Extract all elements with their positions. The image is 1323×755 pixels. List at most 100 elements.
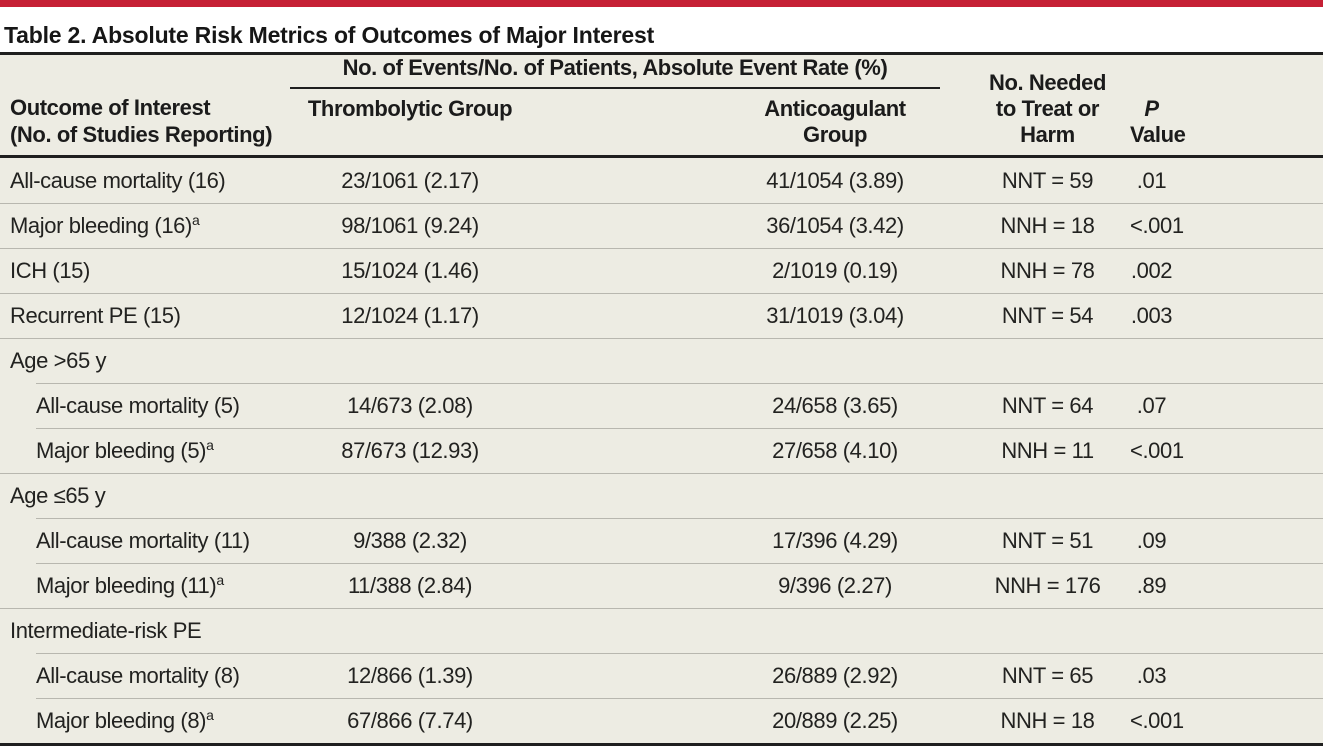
thrombolytic-group-header: Thrombolytic Group [307,96,513,121]
outcome-cell: Intermediate-risk PE [0,618,290,644]
nnt-cell: NNT = 54 [1001,302,1094,328]
p-value-cell: <.001 [1130,437,1184,463]
outcome-cell: All-cause mortality (11) [0,528,290,554]
p-value-column-header: P Value [1130,96,1323,156]
outcome-label: Recurrent PE (15) [10,302,181,328]
anticoagulant-group-header: Anticoagulant Group [764,96,906,147]
table-row: Major bleeding (11)a 11/388 (2.84) 9/396… [0,563,1323,608]
nnt-cell: NNH = 176 [994,572,1101,598]
footnote-marker: a [206,436,214,453]
outcome-cell: Major bleeding (5)a [0,436,290,464]
outcome-cell: Age ≤65 y [0,483,290,509]
outcome-header-line2: (No. of Studies Reporting) [10,122,273,147]
outcome-header-line1: Outcome of Interest [10,95,211,120]
thrombolytic-cell: 14/673 (2.08) [347,392,473,418]
outcome-label: Age >65 y [10,347,107,373]
p-value-cell: .09 [1136,527,1167,553]
anticoagulant-cell: 9/396 (2.27) [778,572,892,598]
p-value-cell: .89 [1136,572,1167,598]
table-header: Outcome of Interest (No. of Studies Repo… [0,55,1323,158]
outcome-cell: Age >65 y [0,348,290,374]
table-row: Major bleeding (16)a 98/1061 (9.24) 36/1… [0,203,1323,248]
table-row: Age ≤65 y [0,473,1323,518]
footnote-marker: a [216,571,224,588]
table-row: All-cause mortality (16) 23/1061 (2.17) … [0,158,1323,203]
nnt-cell: NNH = 18 [1000,212,1095,238]
outcomes-table: Outcome of Interest (No. of Studies Repo… [0,52,1323,746]
nnt-cell: NNH = 11 [1001,437,1094,463]
table-row: Recurrent PE (15) 12/1024 (1.17) 31/1019… [0,293,1323,338]
table-row: ICH (15) 15/1024 (1.46) 2/1019 (0.19) NN… [0,248,1323,293]
p-value-cell: .01 [1136,167,1167,193]
events-spanner-header: No. of Events/No. of Patients, Absolute … [290,55,940,156]
anticoagulant-cell: 20/889 (2.25) [772,707,898,733]
outcome-cell: Major bleeding (11)a [0,571,290,599]
nnt-header-line1: No. Needed [988,70,1107,95]
outcome-label: Major bleeding (16) [10,212,192,238]
nnt-cell: NNT = 64 [1001,392,1094,418]
nnt-column-header: No. Needed to Treat or Harm [940,70,1130,156]
p-value-cell: .003 [1130,302,1173,328]
thrombolytic-cell: 98/1061 (9.24) [341,212,479,238]
outcome-label: Major bleeding (11) [36,572,217,598]
outcome-cell: All-cause mortality (8) [0,663,290,689]
thrombolytic-cell: 87/673 (12.93) [341,437,479,463]
p-rest: Value [1130,122,1186,147]
outcome-label: ICH (15) [10,257,90,283]
outcome-label: All-cause mortality (5) [36,392,240,418]
table-body: All-cause mortality (16) 23/1061 (2.17) … [0,158,1323,746]
footnote-marker: a [206,706,214,723]
anticoagulant-cell: 27/658 (4.10) [772,437,898,463]
nnt-cell: NNT = 51 [1001,527,1094,553]
thrombolytic-cell: 67/866 (7.74) [347,707,473,733]
outcome-label: All-cause mortality (11) [36,527,250,553]
p-value-cell: .07 [1136,392,1167,418]
table-row: All-cause mortality (8) 12/866 (1.39) 26… [0,653,1323,698]
table-row: Major bleeding (5)a 87/673 (12.93) 27/65… [0,428,1323,473]
nnt-header-line2: to Treat or [995,96,1100,121]
anticoagulant-cell: 41/1054 (3.89) [766,167,904,193]
outcome-cell: ICH (15) [0,258,290,284]
anticoagulant-cell: 26/889 (2.92) [772,662,898,688]
table-row: All-cause mortality (11) 9/388 (2.32) 17… [0,518,1323,563]
outcome-cell: Major bleeding (8)a [0,706,290,734]
outcome-label: Major bleeding (8) [36,707,207,733]
outcome-label: Age ≤65 y [10,482,106,508]
p-italic: P [1144,96,1159,121]
nnt-cell: NNH = 18 [1000,707,1095,733]
p-value-cell: .002 [1130,257,1173,283]
table-row: Age >65 y [0,338,1323,383]
nnt-cell: NNT = 59 [1001,167,1094,193]
table-row: Major bleeding (8)a 67/866 (7.74) 20/889… [0,698,1323,743]
thrombolytic-cell: 15/1024 (1.46) [341,257,479,283]
p-value-cell: .03 [1136,662,1167,688]
thrombolytic-cell: 9/388 (2.32) [353,527,467,553]
table-title: Table 2. Absolute Risk Metrics of Outcom… [4,22,655,48]
p-value-cell: <.001 [1130,707,1184,733]
p-value-cell: <.001 [1130,212,1184,238]
outcome-cell: All-cause mortality (16) [0,168,290,194]
table-row: All-cause mortality (5) 14/673 (2.08) 24… [0,383,1323,428]
anticoagulant-cell: 36/1054 (3.42) [766,212,904,238]
table-row: Intermediate-risk PE [0,608,1323,653]
anticoagulant-cell: 17/396 (4.29) [772,527,898,553]
outcome-label: Intermediate-risk PE [10,617,202,643]
outcome-column-header: Outcome of Interest (No. of Studies Repo… [0,94,290,156]
outcome-label: All-cause mortality (8) [36,662,240,688]
nnt-cell: NNT = 65 [1001,662,1094,688]
anticoagulant-cell: 24/658 (3.65) [772,392,898,418]
spanner-rule [290,87,940,89]
events-spanner-label: No. of Events/No. of Patients, Absolute … [342,55,888,80]
outcome-cell: All-cause mortality (5) [0,393,290,419]
outcome-cell: Recurrent PE (15) [0,303,290,329]
thrombolytic-cell: 12/1024 (1.17) [341,302,479,328]
footnote-marker: a [191,211,200,228]
anticoagulant-cell: 2/1019 (0.19) [772,257,898,283]
thrombolytic-cell: 11/388 (2.84) [347,572,473,598]
outcome-label: Major bleeding (5) [36,437,207,463]
group-headers: Thrombolytic Group Anticoagulant Group [290,89,940,156]
thrombolytic-cell: 12/866 (1.39) [347,662,473,688]
nnt-cell: NNH = 78 [1000,257,1095,283]
outcome-cell: Major bleeding (16)a [0,211,290,239]
